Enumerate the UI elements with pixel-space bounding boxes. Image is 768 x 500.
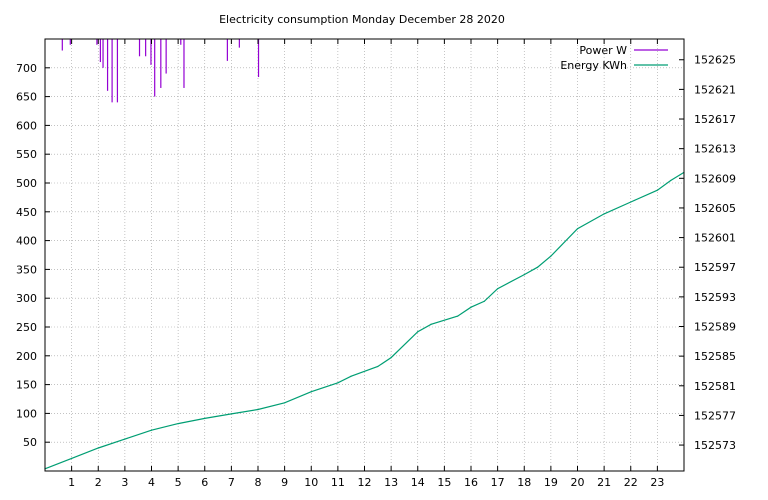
y2-tick-label: 152577 (694, 409, 736, 422)
y-tick-label: 450 (16, 206, 37, 219)
y-tick-label: 700 (16, 62, 37, 75)
energy-point (497, 288, 499, 290)
energy-point (150, 429, 153, 431)
y-tick-label: 250 (16, 321, 37, 334)
y-tick-label: 50 (23, 436, 37, 449)
y2-tick-label: 152581 (694, 380, 736, 393)
y2-tick-label: 152613 (694, 143, 736, 156)
energy-point (204, 417, 206, 419)
legend: Power W Energy KWh (560, 44, 668, 72)
y2-tick-label: 152621 (694, 83, 736, 96)
energy-point (377, 365, 379, 368)
x-tick-label: 11 (331, 476, 345, 489)
x-tick-label: 23 (650, 476, 664, 489)
energy-line (44, 171, 685, 470)
energy-point (603, 213, 605, 215)
x-tick-label: 20 (571, 476, 585, 489)
y2-tick-label: 152617 (694, 113, 736, 126)
y2-tick-label: 152609 (694, 172, 736, 185)
energy-point (430, 323, 432, 325)
legend-label: Power W (579, 44, 627, 57)
x-tick-label: 8 (255, 476, 262, 489)
energy-point (390, 357, 392, 359)
x-tick-label: 6 (201, 476, 208, 489)
y2-tick-label: 152625 (694, 54, 736, 67)
energy-point (417, 331, 419, 333)
y-tick-label: 550 (16, 148, 37, 161)
x-tick-label: 7 (228, 476, 235, 489)
x-tick-label: 13 (384, 476, 398, 489)
x-tick-label: 3 (121, 476, 128, 489)
plot-area (44, 39, 685, 470)
legend-label: Energy KWh (560, 59, 627, 72)
chart-title: Electricity consumption Monday December … (219, 13, 505, 26)
y-tick-label: 600 (16, 119, 37, 132)
x-tick-label: 10 (304, 476, 318, 489)
energy-point (483, 300, 485, 302)
energy-point (97, 447, 99, 449)
energy-point (71, 457, 73, 460)
x-tick-label: 1 (68, 476, 75, 489)
y-tick-label: 100 (16, 407, 37, 420)
energy-point (230, 413, 232, 415)
energy-point (257, 408, 259, 411)
x-tick-label: 12 (358, 476, 372, 489)
x-tick-label: 22 (624, 476, 638, 489)
energy-point (523, 274, 525, 276)
y2-tick-label: 152597 (694, 261, 736, 274)
energy-point (350, 375, 352, 377)
y2-tick-label: 152593 (694, 291, 736, 304)
y-tick-label: 300 (16, 292, 37, 305)
y-tick-label: 200 (16, 350, 37, 363)
y-tick-label: 150 (16, 379, 37, 392)
y-tick-label: 400 (16, 235, 37, 248)
y-tick-label: 500 (16, 177, 37, 190)
x-tick-label: 15 (437, 476, 451, 489)
energy-point (576, 228, 579, 230)
energy-point (536, 266, 539, 268)
x-tick-label: 21 (597, 476, 611, 489)
energy-point (550, 255, 552, 257)
y2-tick-label: 152589 (694, 321, 736, 334)
axes: 1 2 3 4 5 6 7 8 9 10 11 12 13 14 15 16 17 18 19 20 21 22 23501… (16, 39, 736, 489)
energy-point (177, 422, 179, 425)
energy-point (310, 391, 312, 393)
energy-point (284, 402, 286, 404)
grid (45, 39, 684, 471)
y-tick-label: 350 (16, 263, 37, 276)
energy-point (656, 189, 658, 191)
energy-point (337, 382, 339, 384)
x-tick-label: 19 (544, 476, 558, 489)
y-tick-label: 650 (16, 91, 37, 104)
y2-tick-label: 152601 (694, 232, 736, 245)
x-tick-label: 4 (148, 476, 155, 489)
x-tick-label: 17 (491, 476, 505, 489)
x-tick-label: 5 (175, 476, 182, 489)
x-tick-label: 9 (281, 476, 288, 489)
energy-point (630, 201, 632, 203)
energy-point (457, 315, 459, 317)
x-tick-label: 16 (464, 476, 478, 489)
y2-tick-label: 152573 (694, 439, 736, 452)
x-tick-label: 18 (517, 476, 531, 489)
energy-point (470, 306, 472, 308)
y2-tick-label: 152605 (694, 202, 736, 215)
energy-point (670, 179, 672, 182)
x-tick-label: 2 (95, 476, 102, 489)
energy-point (124, 438, 126, 440)
x-tick-label: 14 (411, 476, 425, 489)
y2-tick-label: 152585 (694, 350, 736, 363)
